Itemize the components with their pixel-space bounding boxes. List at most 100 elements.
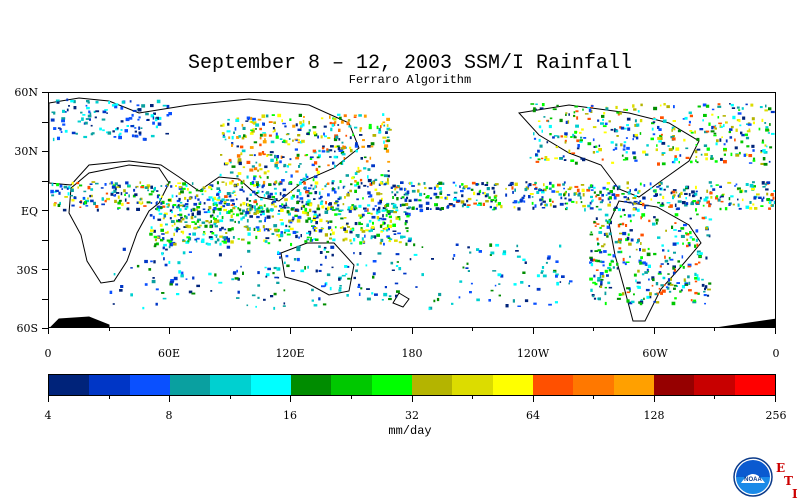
rain-pixel (324, 247, 327, 249)
rain-pixel (646, 144, 649, 146)
rain-pixel (615, 241, 618, 244)
rain-pixel (324, 185, 326, 187)
rain-pixel (626, 124, 629, 126)
rain-pixel (376, 192, 380, 195)
rain-pixel (197, 198, 199, 200)
rain-pixel (310, 239, 312, 242)
rain-pixel (716, 195, 718, 197)
rain-pixel (156, 190, 158, 192)
rain-pixel (647, 269, 649, 271)
rain-pixel (488, 299, 491, 302)
rain-pixel (376, 234, 380, 237)
rain-pixel (256, 216, 260, 218)
rain-pixel (316, 270, 318, 273)
rain-pixel (307, 203, 309, 206)
axis-tick (230, 328, 231, 331)
rain-pixel (590, 289, 592, 292)
rain-pixel (550, 118, 553, 120)
rain-pixel (237, 183, 239, 186)
rain-pixel (746, 104, 748, 106)
rain-pixel (640, 183, 642, 186)
rain-pixel (539, 139, 541, 142)
rain-pixel (132, 134, 134, 137)
rain-pixel (287, 210, 289, 213)
rain-pixel (384, 174, 388, 177)
rain-pixel (167, 240, 170, 242)
rain-pixel (690, 202, 694, 205)
rain-pixel (559, 193, 563, 196)
rain-pixel (742, 199, 744, 202)
noaa-logo-icon[interactable]: NOAA (733, 457, 773, 497)
rain-pixel (598, 297, 601, 300)
rain-pixel (745, 134, 748, 137)
rain-pixel (91, 133, 93, 135)
rain-pixel (211, 220, 213, 223)
rain-pixel (104, 109, 108, 111)
rain-pixel (283, 305, 286, 307)
rain-pixel (676, 192, 678, 194)
rain-pixel (348, 125, 351, 127)
axis-tick (714, 396, 715, 399)
rain-pixel (272, 114, 275, 116)
rain-pixel (108, 131, 112, 134)
rain-pixel (560, 203, 564, 206)
rain-pixel (296, 140, 298, 142)
rain-pixel (280, 192, 282, 195)
rain-pixel (582, 205, 586, 207)
rain-pixel (637, 239, 640, 242)
rain-pixel (678, 130, 681, 133)
rain-pixel (508, 185, 512, 187)
rain-pixel (564, 136, 567, 138)
rain-pixel (211, 188, 213, 190)
rain-pixel (305, 220, 308, 223)
rain-pixel (633, 293, 635, 295)
rain-pixel (591, 263, 593, 266)
rain-pixel (742, 107, 744, 110)
rain-pixel (186, 216, 188, 219)
rain-pixel (673, 128, 675, 131)
rain-pixel (220, 174, 222, 176)
rain-pixel (153, 117, 155, 120)
rain-pixel (623, 148, 626, 150)
rain-pixel (223, 209, 227, 211)
rain-pixel (297, 154, 300, 157)
rain-pixel (263, 225, 265, 228)
rain-pixel (627, 118, 631, 121)
rain-pixel (628, 197, 630, 200)
rain-pixel (485, 184, 489, 186)
rain-pixel (696, 201, 699, 203)
rain-pixel (459, 296, 461, 298)
rain-pixel (322, 146, 325, 148)
rain-pixel (348, 119, 351, 121)
rain-pixel (514, 206, 516, 208)
rain-pixel (702, 284, 705, 287)
colorbar-segment (372, 375, 412, 395)
rain-pixel (183, 251, 186, 254)
rain-pixel (151, 135, 155, 137)
rain-pixel (739, 125, 741, 127)
rain-pixel (53, 203, 56, 206)
rain-pixel (624, 196, 627, 198)
rain-pixel (290, 243, 292, 246)
rain-pixel (637, 191, 639, 194)
rain-pixel (440, 196, 443, 198)
rain-pixel (496, 204, 498, 207)
rain-pixel (590, 184, 592, 187)
rain-pixel (353, 238, 355, 242)
rain-pixel (224, 229, 226, 231)
rain-pixel (362, 139, 365, 141)
rain-pixel (704, 144, 707, 147)
rain-pixel (691, 132, 694, 134)
rain-pixel (421, 273, 424, 276)
rain-pixel (369, 220, 372, 223)
rain-pixel (96, 101, 99, 104)
rain-pixel (662, 196, 664, 199)
rain-pixel (500, 205, 502, 208)
rain-pixel (154, 243, 156, 246)
rain-pixel (150, 186, 153, 189)
rain-pixel (771, 133, 775, 135)
colorbar-label-4: 4 (28, 409, 68, 422)
rain-pixel (765, 188, 769, 190)
rain-pixel (95, 117, 97, 119)
rain-pixel (180, 274, 184, 277)
